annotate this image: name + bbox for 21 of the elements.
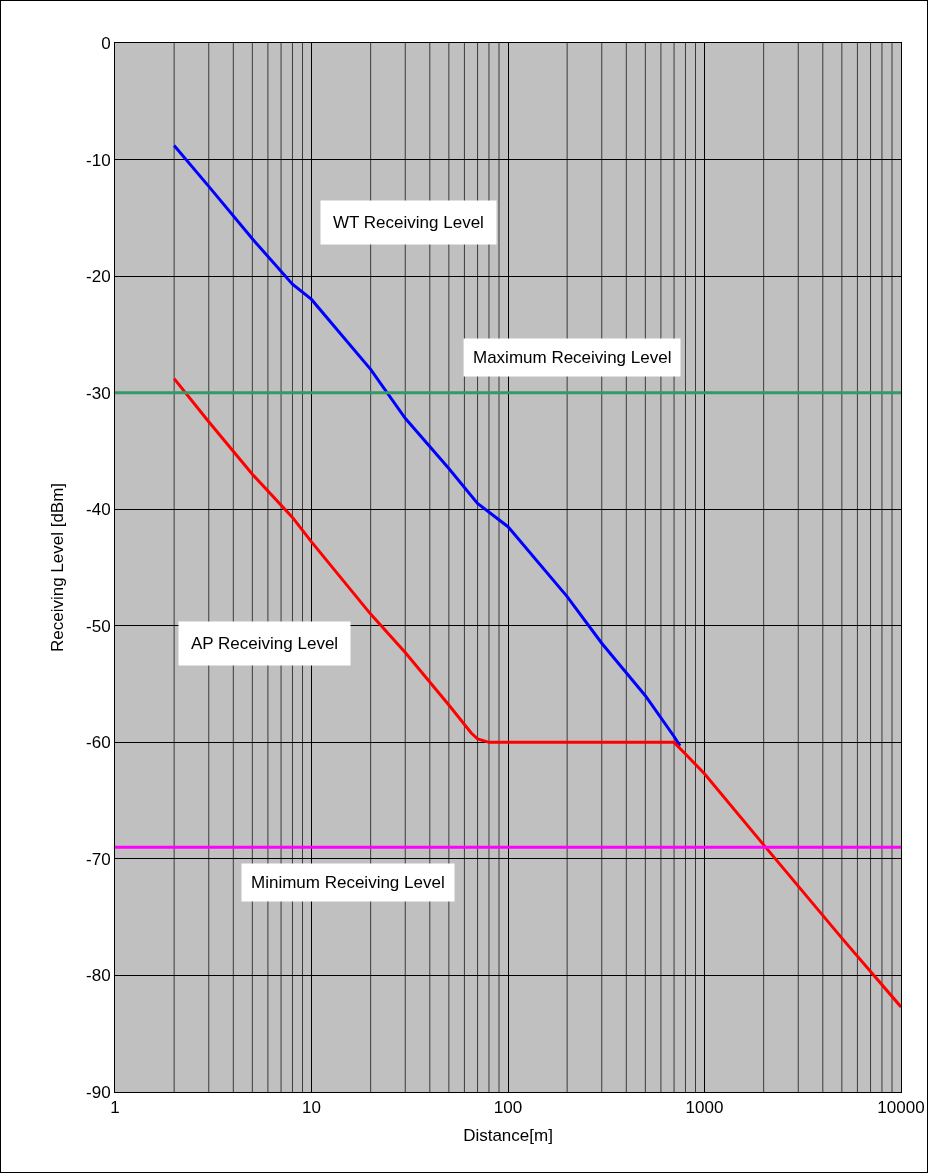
ref-line-label: Maximum Receiving Level [473, 348, 672, 367]
x-tick-label: 100 [493, 1098, 523, 1118]
ref-line-label: Minimum Receiving Level [251, 873, 445, 892]
x-tick-label: 10000 [877, 1098, 925, 1118]
x-axis-title: Distance[m] [463, 1125, 553, 1145]
x-tick-label: 1 [110, 1098, 120, 1118]
y-axis-title: Receiving Level [dBm] [47, 482, 67, 653]
y-tick-label: -70 [86, 849, 111, 869]
annotation: AP Receiving Level [191, 634, 339, 653]
y-tick-label: -10 [86, 150, 111, 170]
y-tick-label: -50 [86, 616, 111, 636]
y-tick-label: -30 [86, 383, 111, 403]
x-tick-label: 1000 [685, 1098, 724, 1118]
y-tick-label: -90 [86, 1082, 111, 1102]
y-tick-label: -60 [86, 733, 111, 753]
y-tick-label: -20 [86, 267, 111, 287]
annotation: WT Receiving Level [333, 213, 484, 232]
y-tick-label: -40 [86, 500, 111, 520]
y-tick-label: 0 [101, 33, 111, 53]
x-tick-label: 10 [302, 1098, 321, 1118]
y-tick-label: -80 [86, 966, 111, 986]
